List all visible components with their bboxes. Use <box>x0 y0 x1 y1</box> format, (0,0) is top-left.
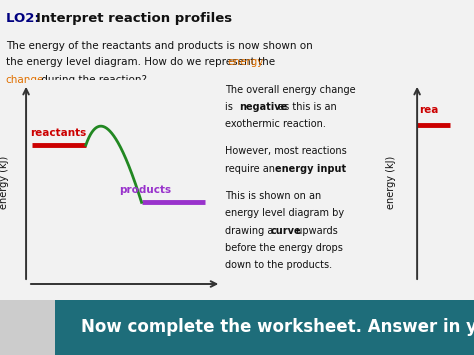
Text: drawing a: drawing a <box>225 225 277 236</box>
Text: The overall energy change: The overall energy change <box>225 85 356 95</box>
Text: energy: energy <box>228 57 264 67</box>
Text: the energy level diagram. How do we represent the: the energy level diagram. How do we repr… <box>6 57 278 67</box>
Text: rea: rea <box>419 104 439 115</box>
Text: LO2:: LO2: <box>6 12 44 25</box>
Text: is: is <box>225 102 236 112</box>
Text: as this is an: as this is an <box>274 102 337 112</box>
Text: energy (kJ): energy (kJ) <box>386 155 396 209</box>
Text: This is shown on an: This is shown on an <box>225 191 321 201</box>
Text: Now complete the worksheet. Answer in y: Now complete the worksheet. Answer in y <box>81 318 474 337</box>
Text: require an: require an <box>225 164 278 174</box>
Text: However, most reactions: However, most reactions <box>225 146 347 157</box>
Text: before the energy drops: before the energy drops <box>225 243 343 253</box>
Text: Interpret reaction profiles: Interpret reaction profiles <box>36 12 232 25</box>
Bar <box>55 300 474 355</box>
Text: exothermic reaction.: exothermic reaction. <box>225 120 326 130</box>
Text: energy (kJ): energy (kJ) <box>0 155 9 209</box>
Text: during the reaction?: during the reaction? <box>38 75 147 85</box>
Text: 124-125: 124-125 <box>26 300 71 311</box>
Text: energy level diagram by: energy level diagram by <box>225 208 344 218</box>
Text: energy input: energy input <box>274 164 346 174</box>
Text: change: change <box>6 75 44 85</box>
Text: negative: negative <box>238 102 287 112</box>
Text: .: . <box>328 164 332 174</box>
Text: products: products <box>118 185 171 195</box>
Text: upwards: upwards <box>292 225 337 236</box>
Text: down to the products.: down to the products. <box>225 260 332 270</box>
Bar <box>0 300 55 355</box>
Text: curve: curve <box>270 225 301 236</box>
Text: reaction (time): reaction (time) <box>89 308 162 318</box>
Text: reactants: reactants <box>30 128 86 138</box>
Text: The energy of the reactants and products is now shown on: The energy of the reactants and products… <box>6 40 312 50</box>
